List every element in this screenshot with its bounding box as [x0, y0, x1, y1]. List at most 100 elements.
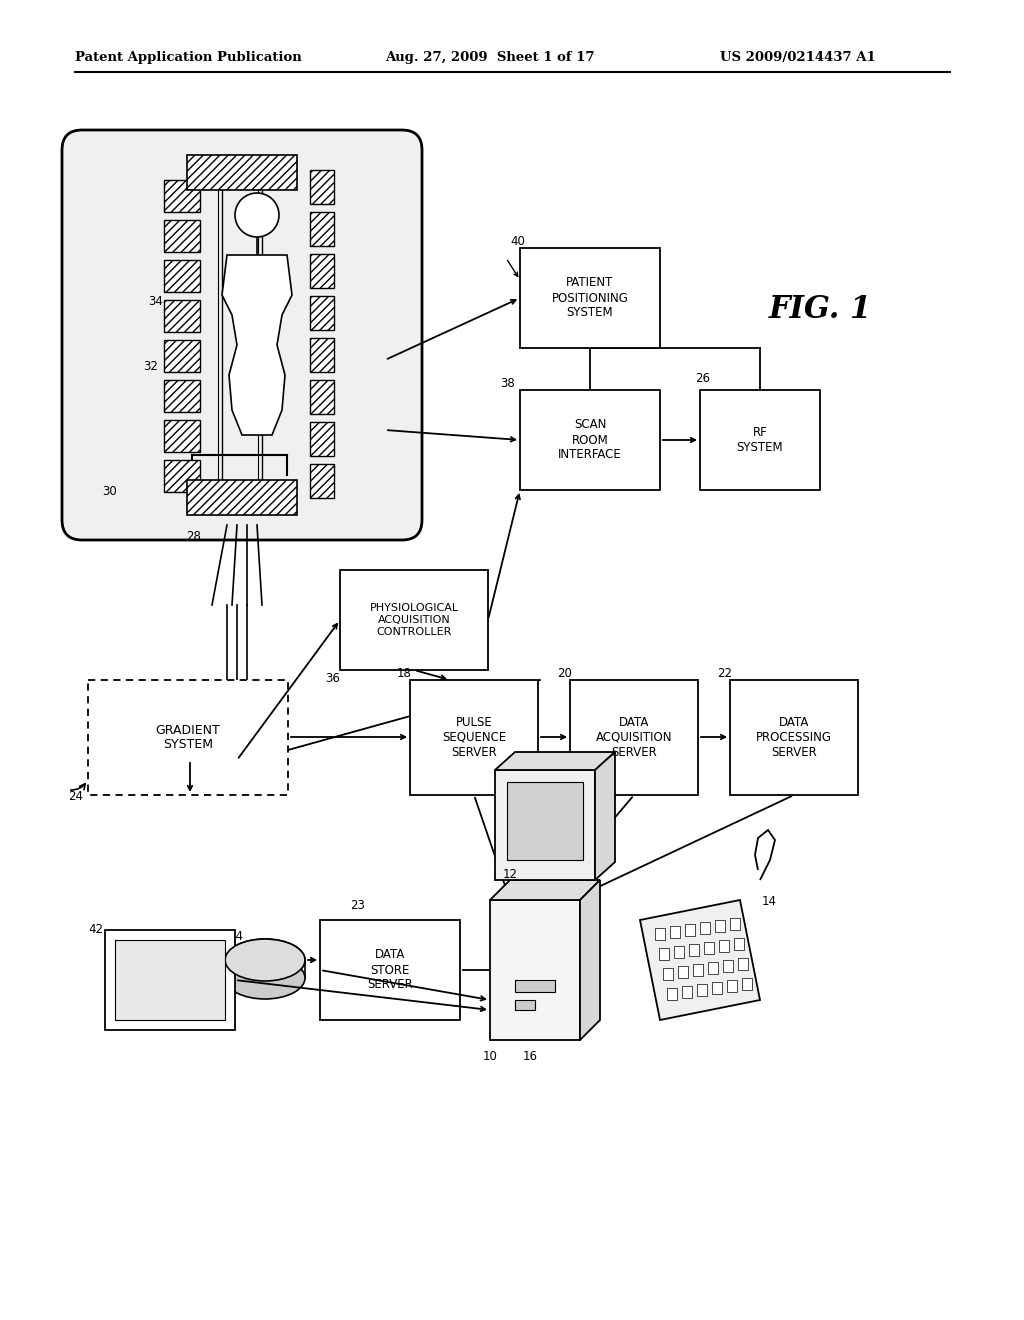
Bar [115, 940, 225, 1020]
Bar [730, 680, 858, 795]
Bar [310, 465, 334, 498]
Text: 10: 10 [482, 1049, 498, 1063]
Text: 28: 28 [186, 531, 201, 543]
Bar [663, 968, 673, 979]
Bar [700, 389, 820, 490]
Bar [340, 570, 488, 671]
Bar [678, 966, 688, 978]
Bar [712, 982, 722, 994]
Bar [164, 260, 200, 292]
Text: 23: 23 [350, 899, 365, 912]
Bar [495, 770, 595, 880]
Polygon shape [755, 830, 775, 880]
Text: GRADIENT
SYSTEM: GRADIENT SYSTEM [156, 723, 220, 751]
Bar [730, 917, 740, 931]
Bar [164, 220, 200, 252]
Bar [187, 154, 297, 190]
Bar [310, 213, 334, 246]
Ellipse shape [225, 939, 305, 981]
Bar [164, 420, 200, 451]
Bar [310, 422, 334, 455]
Bar [708, 962, 718, 974]
Text: 18: 18 [397, 667, 412, 680]
Bar [520, 248, 660, 348]
Text: DATA
ACQUISITION
SERVER: DATA ACQUISITION SERVER [596, 715, 672, 759]
Bar [187, 480, 297, 515]
Bar [719, 940, 729, 952]
Bar [705, 942, 714, 954]
Bar [738, 958, 748, 970]
Polygon shape [222, 255, 292, 436]
Bar [670, 927, 680, 939]
Bar [310, 338, 334, 372]
Text: 16: 16 [522, 1049, 538, 1063]
Polygon shape [580, 880, 600, 1040]
Text: FIG. 1: FIG. 1 [768, 294, 871, 326]
Bar [693, 964, 703, 975]
Bar [164, 341, 200, 372]
Text: PATIENT
POSITIONING
SYSTEM: PATIENT POSITIONING SYSTEM [552, 276, 629, 319]
Bar [689, 944, 699, 956]
Bar [742, 978, 752, 990]
Bar [667, 987, 677, 1001]
Bar [164, 300, 200, 333]
Bar [310, 253, 334, 288]
Text: 40: 40 [510, 235, 525, 248]
Bar [164, 459, 200, 492]
Text: Patent Application Publication: Patent Application Publication [75, 51, 302, 65]
Bar [520, 389, 660, 490]
Text: 44: 44 [228, 931, 243, 942]
Bar [655, 928, 665, 940]
Bar [734, 939, 744, 950]
Text: 38: 38 [500, 378, 515, 389]
Text: 42: 42 [88, 923, 103, 936]
Bar [105, 931, 234, 1030]
Text: 20: 20 [557, 667, 571, 680]
Bar [507, 781, 583, 861]
Polygon shape [640, 900, 760, 1020]
Bar [490, 900, 580, 1040]
Bar [410, 680, 538, 795]
Bar [319, 920, 460, 1020]
FancyBboxPatch shape [62, 129, 422, 540]
Bar [515, 1001, 535, 1010]
Text: DATA
STORE
SERVER: DATA STORE SERVER [368, 949, 413, 991]
Bar [715, 920, 725, 932]
Polygon shape [595, 752, 615, 880]
Bar [700, 921, 710, 935]
Bar [727, 979, 737, 993]
Bar [310, 296, 334, 330]
Bar [88, 680, 288, 795]
Bar [515, 979, 555, 993]
Bar [310, 170, 334, 205]
Text: PHYSIOLOGICAL
ACQUISITION
CONTROLLER: PHYSIOLOGICAL ACQUISITION CONTROLLER [370, 603, 459, 636]
Bar [685, 924, 695, 936]
Text: 32: 32 [143, 360, 158, 374]
Bar [310, 380, 334, 414]
Bar [697, 983, 707, 997]
Bar [164, 180, 200, 213]
Text: Aug. 27, 2009  Sheet 1 of 17: Aug. 27, 2009 Sheet 1 of 17 [385, 51, 595, 65]
Text: 36: 36 [325, 672, 340, 685]
Text: 14: 14 [762, 895, 777, 908]
Polygon shape [490, 880, 600, 900]
Circle shape [234, 193, 279, 238]
Polygon shape [495, 752, 615, 770]
Bar [570, 680, 698, 795]
Text: US 2009/0214437 A1: US 2009/0214437 A1 [720, 51, 876, 65]
Bar [682, 986, 692, 998]
Ellipse shape [225, 957, 305, 999]
Bar [723, 960, 733, 972]
Text: DATA
PROCESSING
SERVER: DATA PROCESSING SERVER [756, 715, 831, 759]
Text: 34: 34 [148, 294, 163, 308]
Text: SCAN
ROOM
INTERFACE: SCAN ROOM INTERFACE [558, 418, 622, 462]
Text: 30: 30 [102, 484, 117, 498]
Bar [674, 946, 684, 958]
Text: 24: 24 [68, 789, 83, 803]
Bar [659, 948, 669, 960]
Ellipse shape [225, 939, 305, 981]
Text: 26: 26 [695, 372, 710, 385]
Text: 22: 22 [717, 667, 732, 680]
Text: RF
SYSTEM: RF SYSTEM [736, 426, 783, 454]
Text: PULSE
SEQUENCE
SERVER: PULSE SEQUENCE SERVER [442, 715, 506, 759]
